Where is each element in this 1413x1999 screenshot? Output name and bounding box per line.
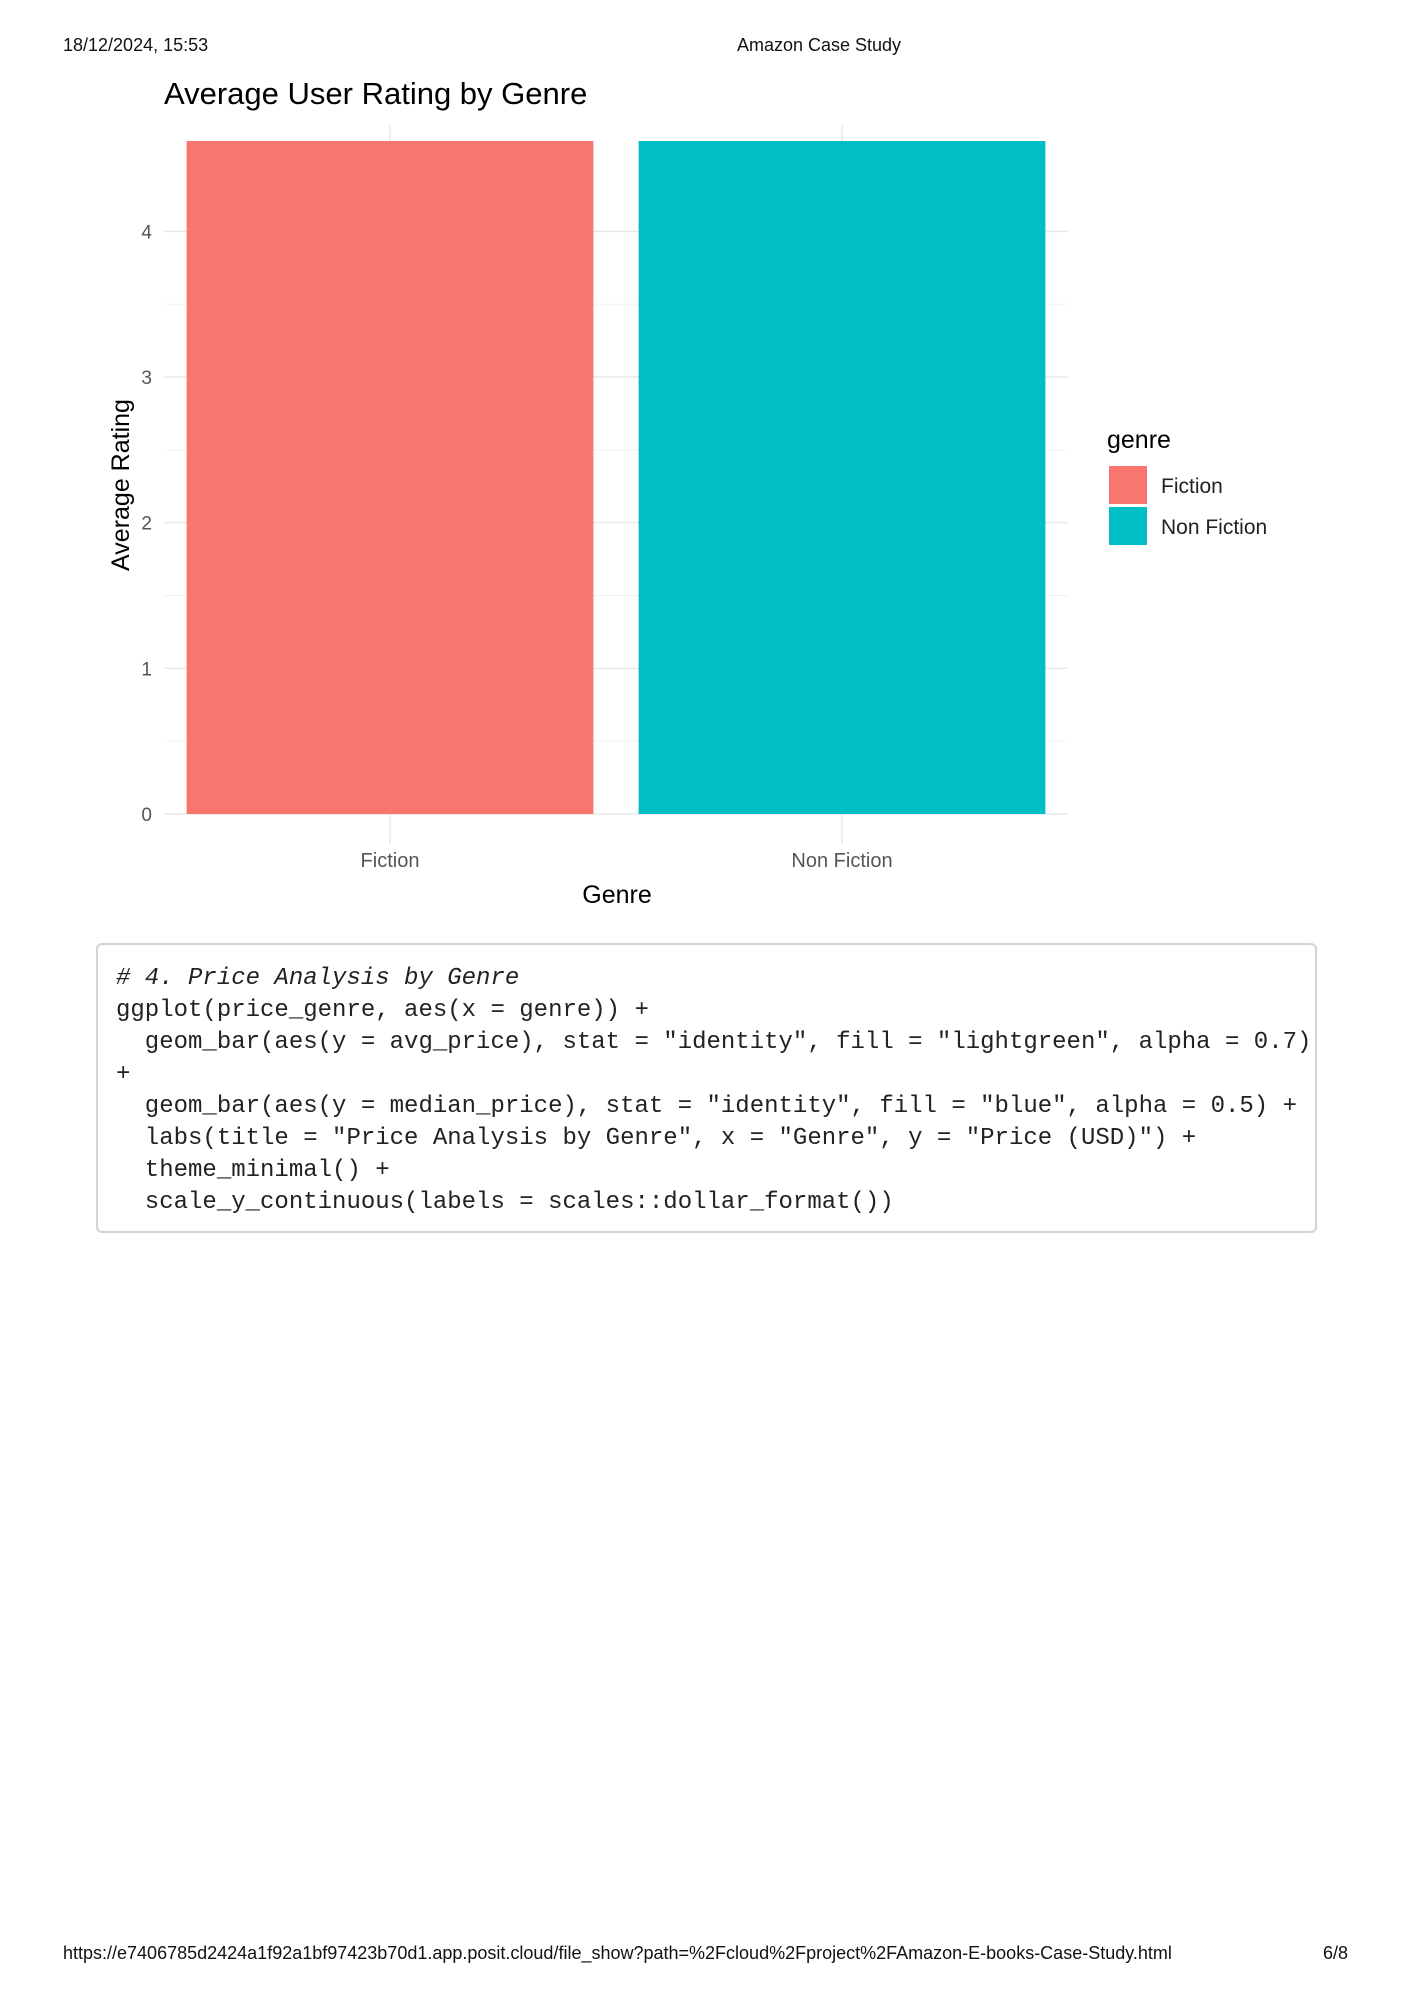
chart-legend: genre Fiction Non Fiction <box>1107 426 1267 545</box>
code-line: ggplot(price_genre, aes(x = genre)) + <box>116 997 649 1024</box>
legend-label-fiction: Fiction <box>1161 475 1223 498</box>
code-block: # 4. Price Analysis by Genre ggplot(price… <box>96 943 1317 1233</box>
y-axis-label: Average Rating <box>107 399 135 571</box>
x-tick-label: Fiction <box>361 850 420 872</box>
code-line: scale_y_continuous(labels = scales::doll… <box>116 1189 894 1216</box>
bar-fiction <box>186 141 594 814</box>
code-line: geom_bar(aes(y = avg_price), stat = "ide… <box>116 1029 1312 1056</box>
bar-non-fiction <box>638 141 1046 814</box>
code-line: + <box>116 1061 131 1088</box>
y-tick-label: 0 <box>141 805 152 826</box>
x-tick-label: Non Fiction <box>791 850 892 872</box>
legend-title: genre <box>1107 426 1171 454</box>
code-content: # 4. Price Analysis by Genre ggplot(price… <box>98 945 1315 1219</box>
document-title: Amazon Case Study <box>736 35 902 55</box>
rating-bar-chart: Average User Rating by Genre 0 1 2 3 4 Fictio… <box>107 76 1267 909</box>
code-line: theme_minimal() + <box>116 1157 390 1184</box>
code-line: # 4. Price Analysis by Genre <box>116 965 520 992</box>
chart-bars <box>186 141 1046 814</box>
page-url: https://e7406785d2424a1f92a1bf97423b70d1… <box>63 1943 1172 1963</box>
print-datetime: 18/12/2024, 15:53 <box>63 35 209 55</box>
legend-label-non-fiction: Non Fiction <box>1161 516 1267 539</box>
legend-swatch-non-fiction <box>1109 507 1147 545</box>
x-axis-label: Genre <box>582 881 651 909</box>
y-tick-label: 4 <box>141 222 152 243</box>
page-number: 6/8 <box>1323 1943 1349 1963</box>
code-line: labs(title = "Price Analysis by Genre", … <box>116 1125 1197 1152</box>
legend-swatch-fiction <box>1109 466 1147 504</box>
y-tick-label: 3 <box>141 368 152 389</box>
y-tick-label: 1 <box>141 659 152 680</box>
chart-title: Average User Rating by Genre <box>164 76 587 111</box>
y-tick-label: 2 <box>141 514 152 535</box>
chart-ticks: 0 1 2 3 4 Fiction Non Fiction <box>141 222 892 872</box>
code-line: geom_bar(aes(y = median_price), stat = "… <box>116 1093 1297 1120</box>
